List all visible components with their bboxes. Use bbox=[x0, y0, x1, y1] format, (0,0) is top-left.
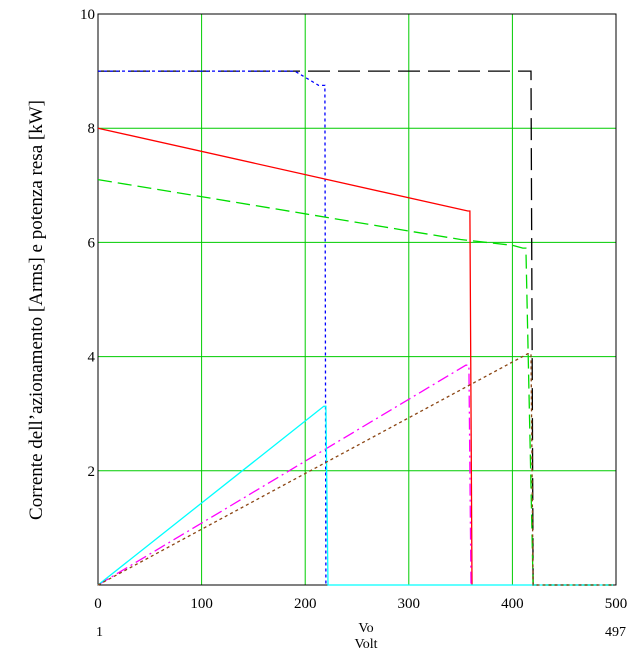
x-range-right-label: 497 bbox=[605, 625, 626, 640]
x-axis-label: Vo bbox=[358, 621, 373, 636]
y-tick-label: 4 bbox=[88, 350, 96, 366]
series-line-4 bbox=[97, 178, 613, 586]
x-axis-unit-label: Volt bbox=[354, 637, 377, 652]
series-line-3 bbox=[97, 127, 473, 586]
grid bbox=[98, 14, 616, 585]
series-line-5 bbox=[97, 364, 472, 586]
y-tick-label: 10 bbox=[80, 7, 95, 23]
y-tick-label: 2 bbox=[88, 464, 96, 480]
x-tick-label: 100 bbox=[190, 596, 213, 612]
series-line-2 bbox=[98, 70, 328, 586]
series-layer bbox=[97, 70, 613, 586]
y-tick-label: 8 bbox=[88, 121, 96, 137]
x-tick-label: 0 bbox=[94, 596, 102, 612]
y-tick-labels: 2 4 6 8 10 bbox=[80, 7, 96, 480]
y-tick-label: 6 bbox=[88, 235, 96, 251]
series-line-1 bbox=[98, 70, 613, 586]
x-tick-labels: 0 100 200 300 400 500 bbox=[94, 596, 627, 612]
x-tick-label: 300 bbox=[398, 596, 421, 612]
series-line-7 bbox=[97, 353, 613, 586]
x-tick-label: 400 bbox=[501, 596, 524, 612]
x-range-left-label: 1 bbox=[96, 625, 103, 640]
series-line-6 bbox=[97, 405, 613, 586]
y-axis-label: Corrente dell’azionamento [Arms] e poten… bbox=[26, 100, 47, 520]
x-tick-label: 500 bbox=[605, 596, 628, 612]
x-tick-label: 200 bbox=[294, 596, 317, 612]
plot-frame bbox=[97, 13, 617, 586]
